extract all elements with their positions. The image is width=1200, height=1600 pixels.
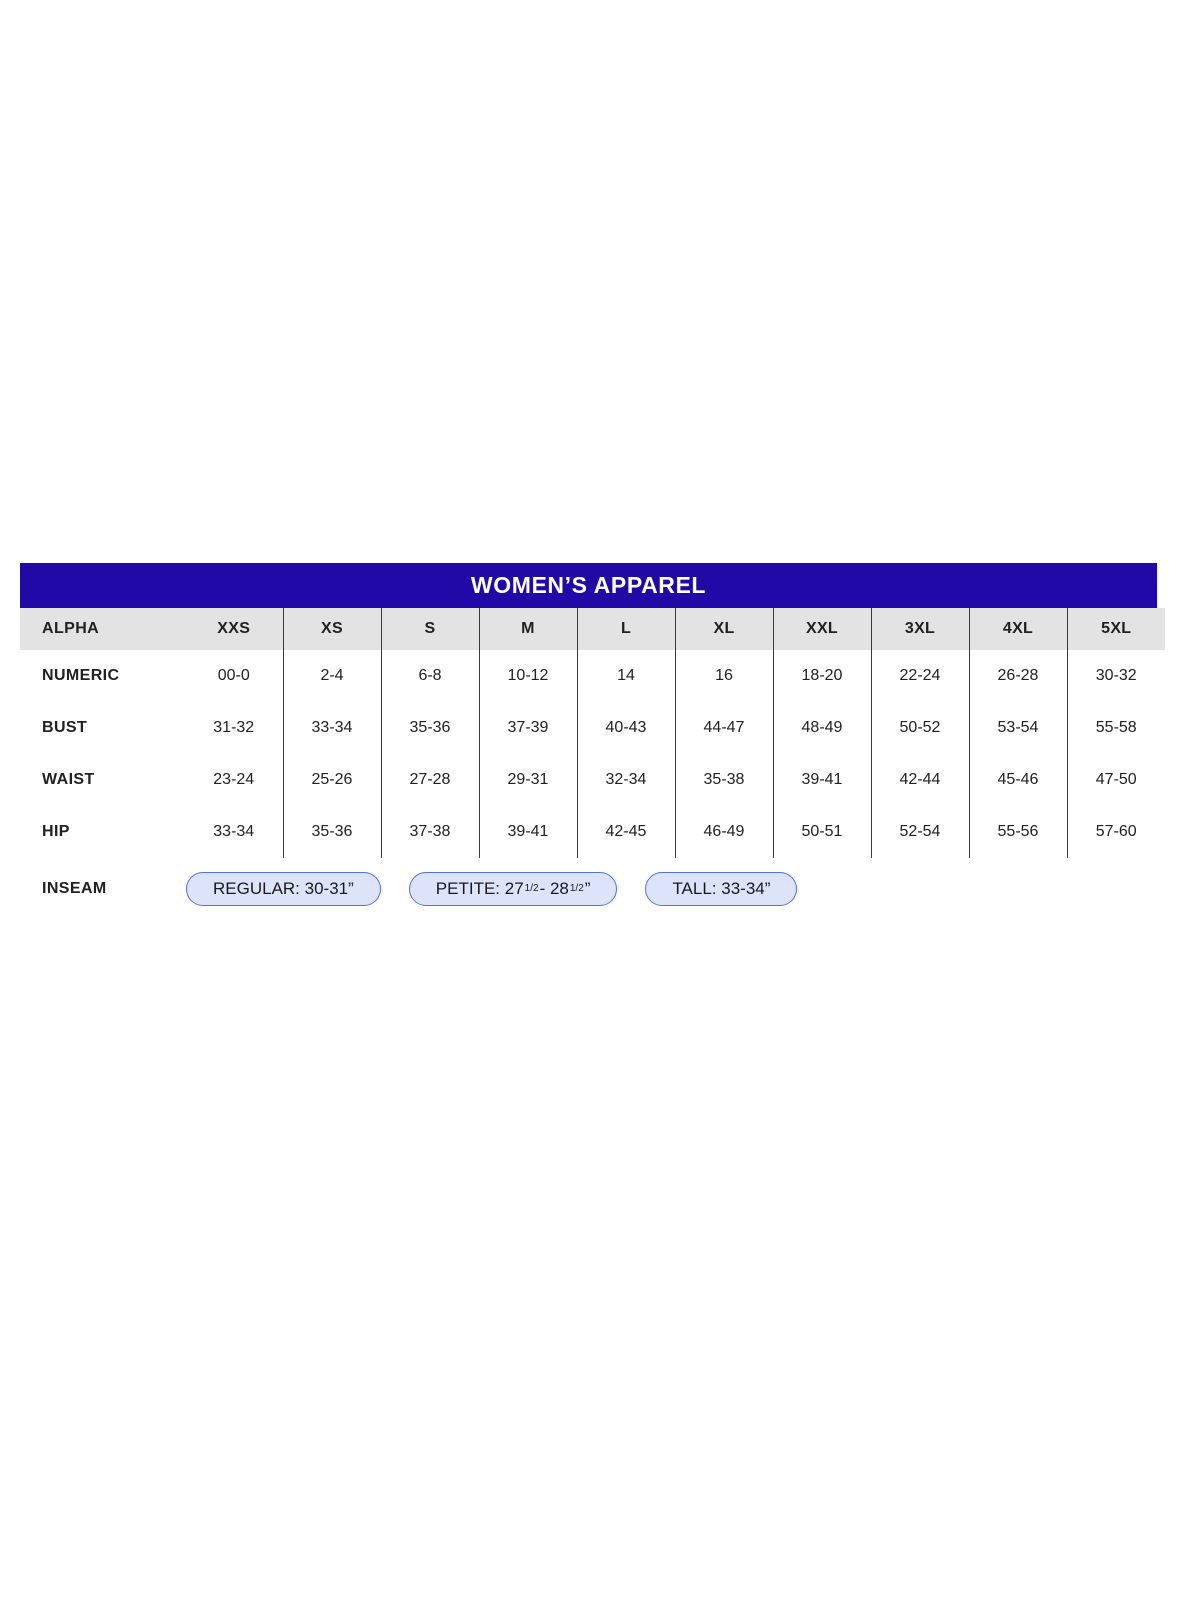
inseam-options-cell: REGULAR: 30-31” PETITE: 27 1/2 - 28 1/2” T… — [185, 858, 1165, 920]
table-cell: 53-54 — [968, 702, 1067, 754]
table-cell: 40-43 — [576, 702, 675, 754]
inseam-tall-text: TALL: 33-34” — [672, 879, 771, 898]
table-cell: 18-20 — [772, 650, 871, 702]
row-label-bust: BUST — [42, 719, 88, 736]
row-label-hip: HIP — [42, 823, 70, 840]
table-cell: 44-47 — [674, 702, 773, 754]
table-cell: 32-34 — [576, 754, 675, 806]
table-cell: 31-32 — [213, 719, 255, 736]
table-cell: 37-39 — [478, 702, 577, 754]
inseam-option-petite[interactable]: PETITE: 27 1/2 - 28 1/2” — [408, 872, 618, 906]
table-cell: 23-24 — [213, 771, 255, 788]
table-cell: 48-49 — [772, 702, 871, 754]
table-cell: 35-38 — [674, 754, 773, 806]
table-cell: 33-34 — [213, 823, 255, 840]
inseam-petite-suffix: ” — [584, 879, 591, 898]
table-cell: 57-60 — [1066, 806, 1165, 858]
page-title: WOMEN’S APPAREL — [470, 572, 707, 598]
table-cell: 50-51 — [772, 806, 871, 858]
chart-title-band: WOMEN’S APPAREL — [20, 563, 1157, 608]
column-header-3xl: 3XL — [870, 608, 969, 650]
size-chart: WOMEN’S APPAREL ALPHA XXS XS S M L XL XX… — [20, 563, 1165, 920]
table-cell: 46-49 — [674, 806, 773, 858]
table-cell: 25-26 — [282, 754, 381, 806]
inseam-petite-middle: - 28 — [539, 879, 569, 898]
table-cell: 29-31 — [478, 754, 577, 806]
table-cell: 22-24 — [870, 650, 969, 702]
row-label-waist: WAIST — [42, 771, 95, 788]
column-header-xl: XL — [674, 608, 773, 650]
table-cell: 52-54 — [870, 806, 969, 858]
table-cell: 42-45 — [576, 806, 675, 858]
inseam-option-tall[interactable]: TALL: 33-34” — [645, 872, 798, 906]
table-cell: 39-41 — [772, 754, 871, 806]
inseam-petite-prefix: PETITE: 27 — [435, 879, 524, 898]
table-cell: 14 — [576, 650, 675, 702]
column-header-xs: XS — [282, 608, 381, 650]
column-header-alpha: ALPHA — [20, 608, 185, 650]
table-cell: 00-0 — [217, 667, 250, 684]
table-cell: 39-41 — [478, 806, 577, 858]
table-cell: 42-44 — [870, 754, 969, 806]
table-cell: 27-28 — [380, 754, 479, 806]
row-label-inseam: INSEAM — [42, 880, 107, 897]
table-cell: 26-28 — [968, 650, 1067, 702]
table-cell: 50-52 — [870, 702, 969, 754]
table-cell: 2-4 — [282, 650, 381, 702]
column-header-s: S — [380, 608, 479, 650]
table-cell: 55-58 — [1066, 702, 1165, 754]
table-cell: 10-12 — [478, 650, 577, 702]
table-cell: 45-46 — [968, 754, 1067, 806]
table-row-waist: WAIST 23-24 25-26 27-28 29-31 32-34 35-3… — [20, 754, 1165, 806]
table-row-hip: HIP 33-34 35-36 37-38 39-41 42-45 46-49 … — [20, 806, 1165, 858]
table-header-row: ALPHA XXS XS S M L XL XXL 3XL 4XL 5XL — [20, 608, 1165, 650]
table-row-bust: BUST 31-32 33-34 35-36 37-39 40-43 44-47… — [20, 702, 1165, 754]
table-cell: 47-50 — [1066, 754, 1165, 806]
column-header-xxl: XXL — [772, 608, 871, 650]
table-cell: 37-38 — [380, 806, 479, 858]
table-cell: 6-8 — [380, 650, 479, 702]
size-chart-table: ALPHA XXS XS S M L XL XXL 3XL 4XL 5XL NU… — [20, 608, 1165, 920]
inseam-regular-text: REGULAR: 30-31” — [213, 879, 354, 898]
table-cell: 35-36 — [282, 806, 381, 858]
column-header-xxs: XXS — [185, 608, 283, 650]
table-cell: 30-32 — [1066, 650, 1165, 702]
table-cell: 33-34 — [282, 702, 381, 754]
table-row-inseam: INSEAM REGULAR: 30-31” PETITE: 27 1/2 - 2… — [20, 858, 1165, 920]
table-cell: 55-56 — [968, 806, 1067, 858]
table-row-numeric: NUMERIC 00-0 2-4 6-8 10-12 14 16 18-20 2… — [20, 650, 1165, 702]
row-label-numeric: NUMERIC — [42, 667, 120, 684]
inseam-option-regular[interactable]: REGULAR: 30-31” — [186, 872, 381, 906]
table-cell: 16 — [674, 650, 773, 702]
column-header-m: M — [478, 608, 577, 650]
column-header-l: L — [576, 608, 675, 650]
table-cell: 35-36 — [380, 702, 479, 754]
column-header-5xl: 5XL — [1066, 608, 1165, 650]
column-header-4xl: 4XL — [968, 608, 1067, 650]
